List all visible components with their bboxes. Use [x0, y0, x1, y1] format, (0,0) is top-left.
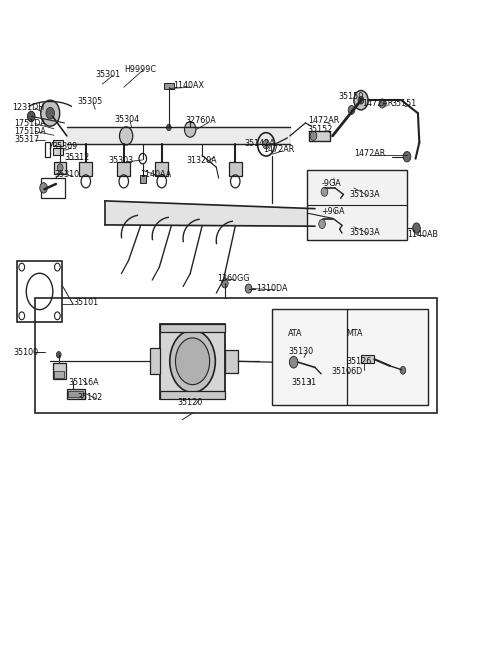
Circle shape: [310, 132, 317, 140]
Circle shape: [167, 124, 171, 131]
Text: 35317: 35317: [14, 136, 40, 144]
Text: 35126: 35126: [347, 357, 372, 365]
Text: 35151: 35151: [392, 99, 417, 108]
Circle shape: [400, 366, 406, 374]
Bar: [309, 131, 330, 141]
Text: 1140AA: 1140AA: [140, 170, 172, 179]
Bar: [160, 324, 225, 332]
Circle shape: [184, 122, 196, 137]
Text: 1360GG: 1360GG: [217, 274, 250, 284]
Text: 35303: 35303: [108, 156, 133, 165]
Circle shape: [413, 223, 420, 233]
Circle shape: [245, 284, 252, 293]
Text: 35152: 35152: [308, 125, 333, 134]
Text: 35305: 35305: [78, 97, 103, 106]
Text: 35130: 35130: [288, 347, 313, 356]
Circle shape: [263, 140, 269, 149]
Bar: [53, 364, 66, 379]
Text: 35312: 35312: [64, 153, 90, 162]
Circle shape: [379, 99, 385, 108]
Bar: [225, 350, 238, 373]
Text: 35102: 35102: [78, 393, 103, 402]
Text: 1472AR: 1472AR: [362, 99, 394, 108]
Text: MTA: MTA: [347, 329, 363, 339]
Bar: [41, 178, 65, 198]
Text: +9GA: +9GA: [322, 208, 345, 216]
Bar: [315, 200, 333, 227]
Text: 35309: 35309: [53, 142, 78, 151]
Bar: [45, 142, 50, 157]
Circle shape: [221, 279, 228, 288]
Bar: [79, 162, 93, 176]
Circle shape: [354, 90, 368, 110]
Text: 1140AB: 1140AB: [407, 230, 438, 239]
Text: 35301: 35301: [96, 69, 120, 79]
Text: 35101: 35101: [73, 298, 98, 307]
Bar: [53, 140, 63, 146]
Bar: [53, 148, 63, 155]
Bar: [140, 175, 145, 183]
Circle shape: [120, 127, 133, 145]
Text: 35304: 35304: [114, 115, 139, 124]
Text: 1751DA: 1751DA: [14, 119, 47, 128]
Text: 1472AR: 1472AR: [263, 145, 294, 154]
Text: 35142A: 35142A: [245, 140, 276, 148]
Circle shape: [40, 183, 48, 193]
Text: 1140AX: 1140AX: [174, 81, 204, 90]
Text: 35106D: 35106D: [331, 367, 362, 376]
Bar: [54, 371, 64, 377]
Bar: [361, 356, 374, 363]
Circle shape: [289, 356, 298, 368]
Circle shape: [321, 187, 328, 196]
Bar: [160, 324, 225, 399]
Text: 1472AR: 1472AR: [354, 149, 385, 158]
Text: 35100: 35100: [13, 348, 38, 357]
Bar: [307, 170, 407, 240]
Text: 32760A: 32760A: [185, 117, 216, 126]
Text: 1751DA: 1751DA: [14, 127, 47, 136]
Circle shape: [358, 96, 364, 104]
Text: 35103A: 35103A: [349, 227, 380, 236]
Bar: [17, 261, 62, 322]
Text: ATA: ATA: [288, 329, 303, 339]
Text: 1310DA: 1310DA: [257, 284, 288, 293]
Bar: [68, 391, 84, 397]
Text: 35310: 35310: [54, 170, 79, 179]
Text: 35103A: 35103A: [349, 190, 380, 199]
Bar: [155, 162, 168, 176]
Circle shape: [348, 105, 355, 115]
Circle shape: [176, 338, 210, 384]
Circle shape: [57, 164, 63, 172]
Text: 35120: 35120: [178, 398, 203, 407]
Circle shape: [403, 151, 411, 162]
Bar: [164, 83, 174, 89]
Bar: [272, 309, 428, 405]
Circle shape: [27, 111, 35, 122]
Bar: [35, 297, 437, 413]
Circle shape: [46, 107, 55, 119]
Text: 35150: 35150: [339, 92, 364, 102]
Text: 1472AR: 1472AR: [308, 117, 339, 126]
Bar: [160, 391, 225, 399]
Text: 31320A: 31320A: [187, 156, 217, 165]
Bar: [117, 162, 131, 176]
Text: 35131: 35131: [291, 378, 316, 387]
Circle shape: [319, 219, 325, 229]
Text: H9999C: H9999C: [124, 65, 156, 73]
Circle shape: [170, 330, 216, 392]
Bar: [150, 348, 160, 374]
Text: 35116A: 35116A: [68, 378, 99, 387]
Text: -9GA: -9GA: [322, 179, 341, 188]
Bar: [54, 162, 66, 174]
Bar: [67, 389, 85, 399]
Bar: [228, 162, 242, 176]
Text: 1231DH: 1231DH: [12, 103, 44, 113]
Circle shape: [41, 100, 60, 126]
Circle shape: [56, 352, 61, 358]
